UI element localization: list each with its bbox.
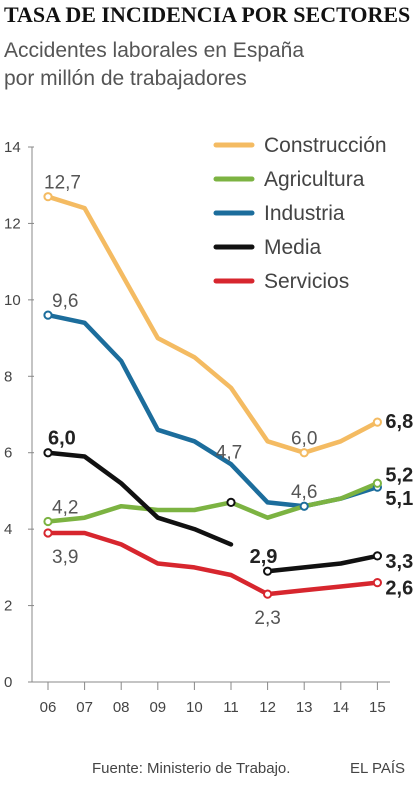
legend-label-4: Servicios — [264, 270, 349, 293]
data-marker-14 — [372, 578, 382, 588]
series-line-construccion — [45, 194, 380, 455]
source-note: Fuente: Ministerio de Trabajo. — [92, 760, 291, 777]
data-marker-11 — [372, 551, 382, 561]
data-marker-0 — [43, 192, 53, 202]
series-line-servicios — [45, 530, 380, 597]
data-label-3: 9,6 — [52, 291, 78, 312]
chart-title: TASA DE INCIDENCIA POR SECTORES — [4, 2, 411, 27]
series-line-agricultura — [45, 481, 380, 524]
legend-label-3: Media — [264, 236, 322, 259]
legend-label-1: Agricultura — [264, 168, 365, 191]
data-label-12: 3,9 — [52, 547, 78, 568]
data-label-5: 5,1 — [385, 488, 413, 510]
x-tick-label-06: 06 — [40, 699, 57, 716]
y-tick-label-4: 4 — [4, 521, 12, 538]
data-marker-10 — [263, 566, 273, 576]
data-label-9: 4,7 — [216, 442, 242, 463]
subtitle-line-2: por millón de trabajadores — [4, 67, 247, 90]
data-marker-12 — [43, 528, 53, 538]
data-label-0: 12,7 — [44, 173, 81, 194]
data-label-8: 6,0 — [48, 428, 76, 450]
data-label-10: 2,9 — [250, 546, 278, 568]
x-tick-label-10: 10 — [186, 699, 203, 716]
data-label-13: 2,3 — [254, 608, 280, 629]
data-label-6: 4,2 — [52, 498, 78, 519]
x-tick-label-07: 07 — [76, 699, 93, 716]
y-tick-label-12: 12 — [4, 215, 21, 232]
y-tick-label-2: 2 — [4, 598, 12, 615]
x-tick-label-14: 14 — [332, 699, 349, 716]
y-tick-label-8: 8 — [4, 368, 12, 385]
data-label-2: 6,8 — [385, 411, 413, 433]
data-marker-3 — [43, 310, 53, 320]
series-line-media-part1 — [45, 450, 234, 547]
y-tick-label-6: 6 — [4, 445, 12, 462]
data-marker-1 — [299, 448, 309, 458]
subtitle-line-1: Accidentes laborales en España — [4, 39, 305, 62]
brand-logo-text: EL PAÍS — [350, 760, 406, 777]
x-tick-label-12: 12 — [259, 699, 276, 716]
data-marker-13 — [263, 589, 273, 599]
data-label-1: 6,0 — [291, 429, 317, 450]
data-marker-8 — [43, 448, 53, 458]
legend-label-0: Construcción — [264, 134, 387, 157]
data-label-14: 2,6 — [385, 578, 413, 600]
data-marker-6 — [43, 516, 53, 527]
series-line-industria — [45, 312, 307, 509]
data-label-4: 4,6 — [291, 482, 317, 503]
x-tick-label-11: 11 — [223, 699, 239, 716]
data-marker-7 — [372, 478, 382, 488]
data-marker-9 — [226, 497, 236, 507]
data-label-7: 5,2 — [385, 464, 413, 486]
y-tick-label-14: 14 — [4, 139, 21, 156]
y-tick-label-0: 0 — [4, 674, 12, 691]
legend-label-2: Industria — [264, 202, 345, 225]
chart-subtitle: Accidentes laborales en España por milló… — [4, 37, 404, 93]
data-label-11: 3,3 — [385, 551, 413, 573]
data-marker-4 — [299, 501, 309, 511]
data-marker-2 — [372, 417, 382, 427]
series-line-media-part2 — [265, 553, 380, 574]
x-tick-label-13: 13 — [296, 699, 313, 716]
x-tick-label-15: 15 — [369, 699, 386, 716]
x-tick-label-08: 08 — [113, 699, 130, 716]
x-tick-label-09: 09 — [149, 699, 166, 716]
y-tick-label-10: 10 — [4, 292, 21, 309]
